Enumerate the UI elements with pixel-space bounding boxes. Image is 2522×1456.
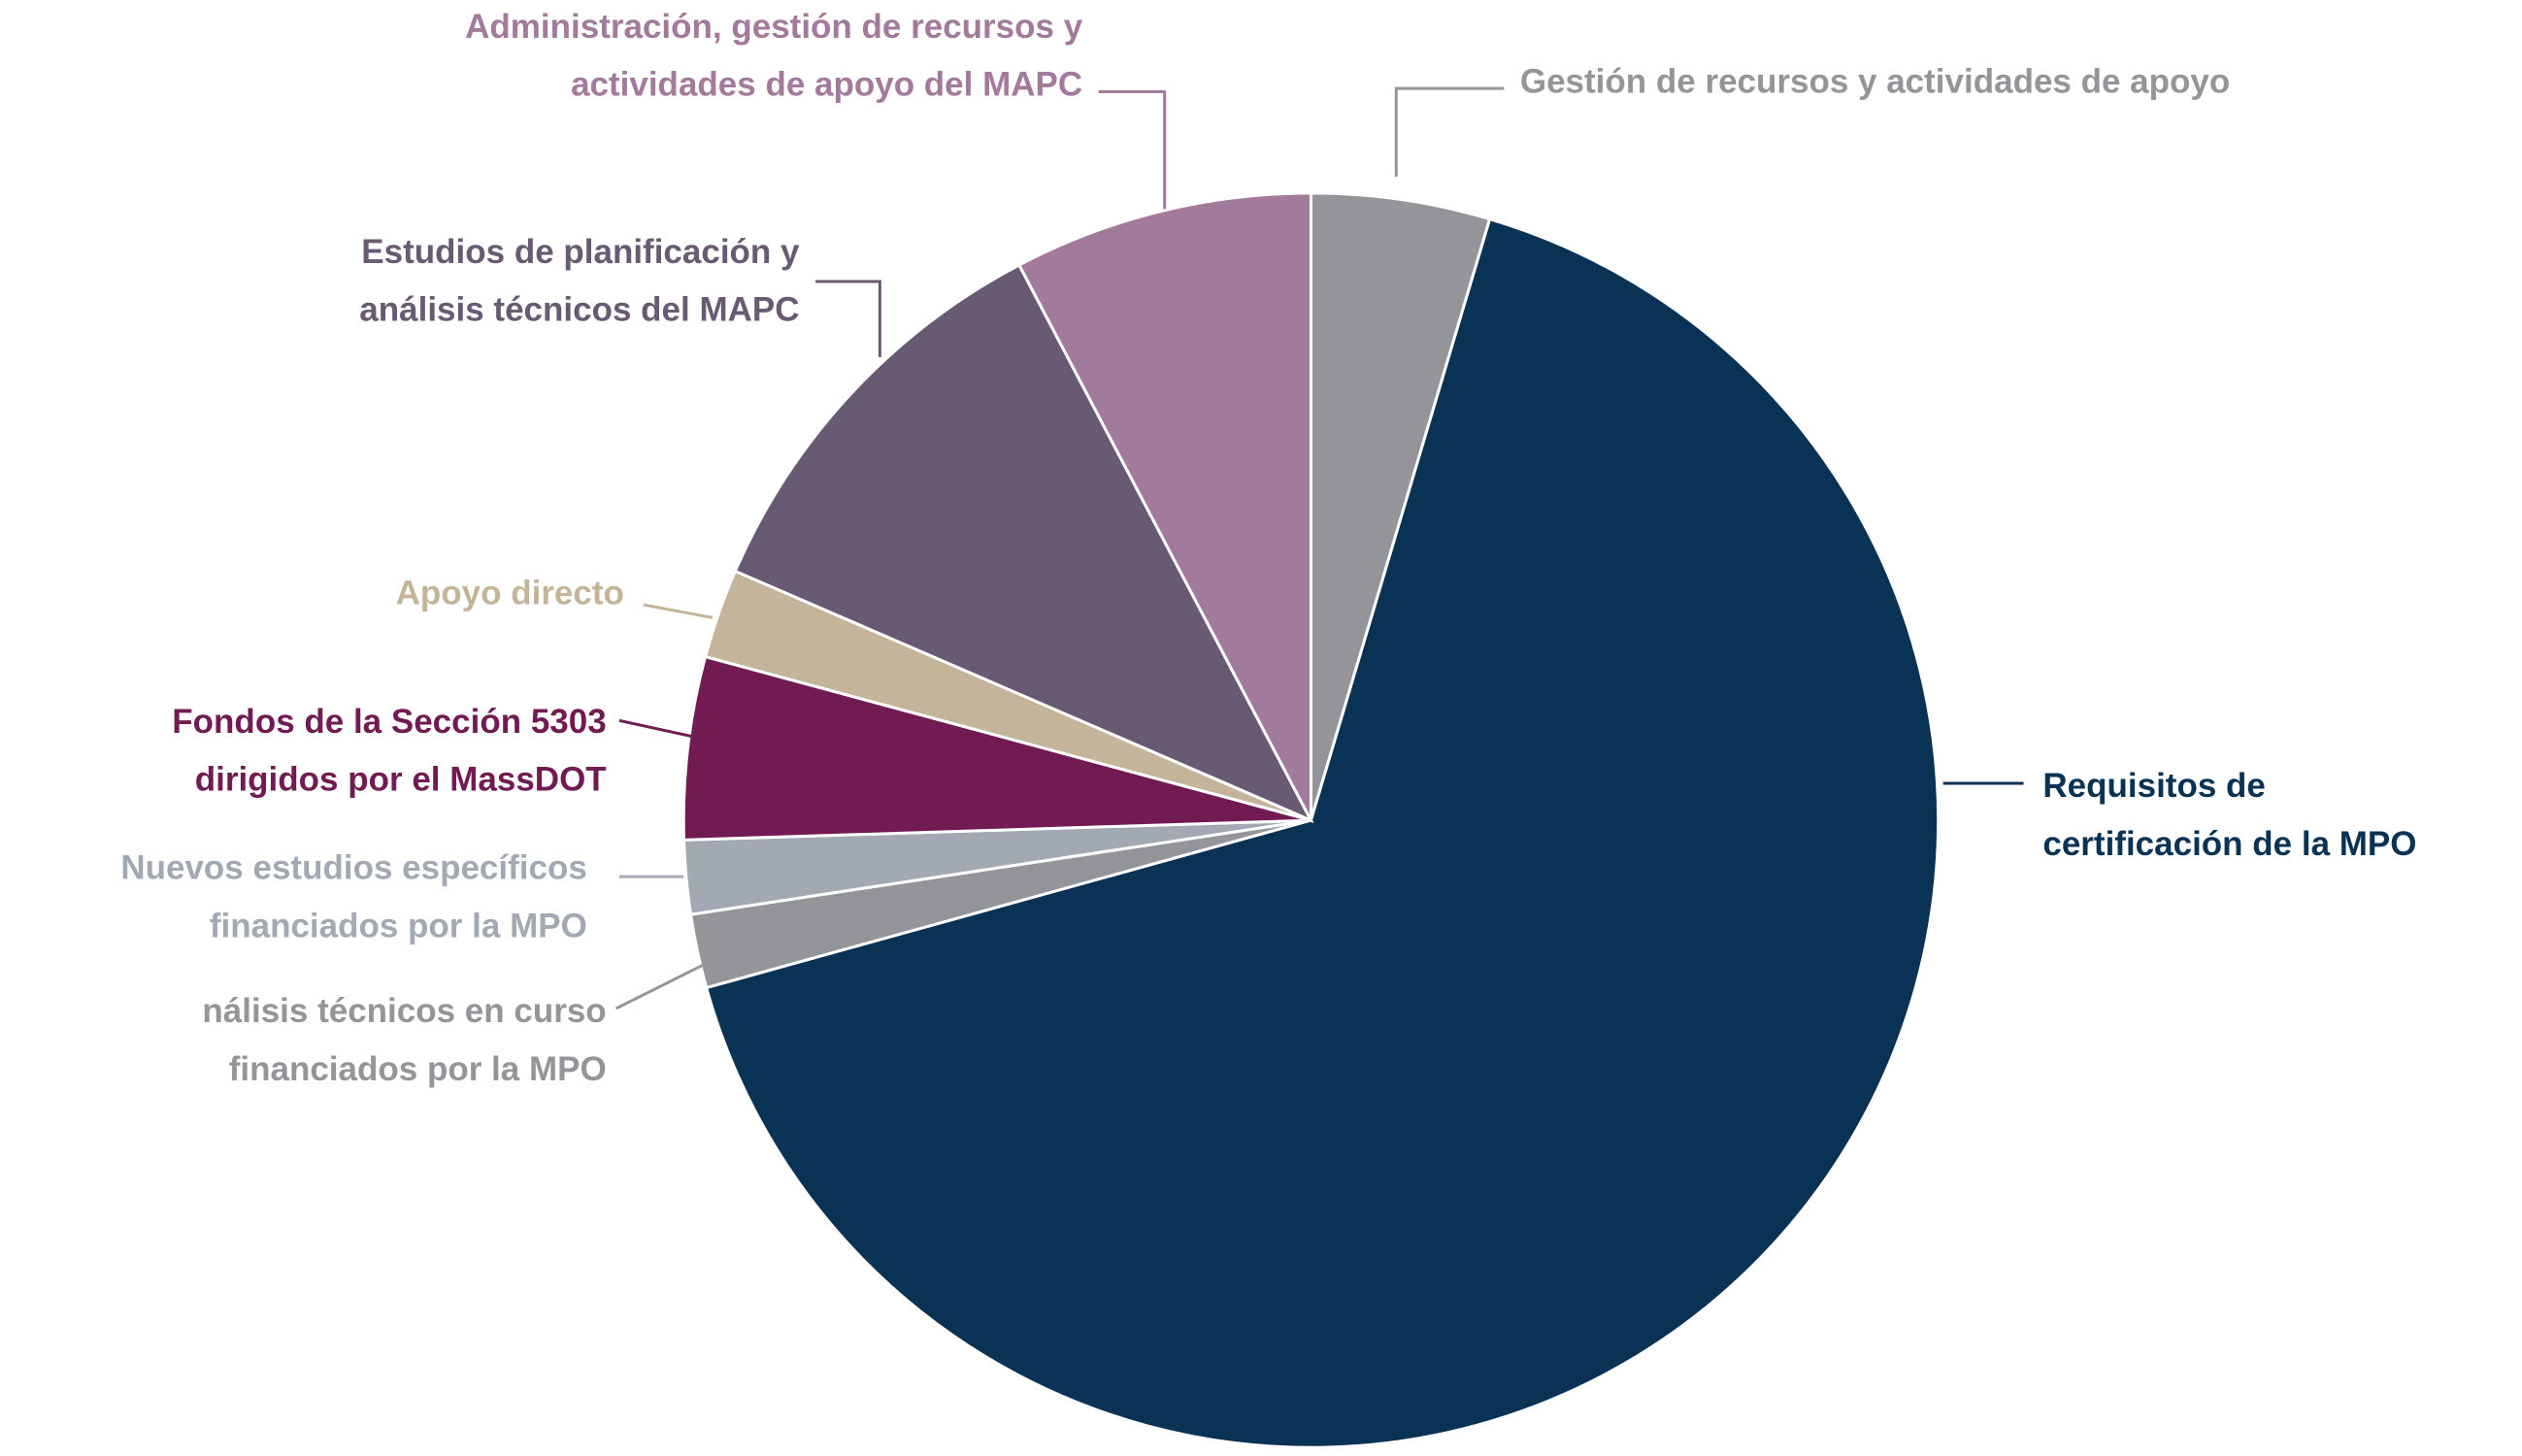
slice-label: actividades de apoyo del MAPC bbox=[571, 66, 1082, 104]
slice-label: financiados por la MPO bbox=[229, 1050, 607, 1088]
leader-line bbox=[614, 963, 704, 1010]
pie-slice bbox=[681, 654, 1311, 842]
slice-label: dirigidos por el MassDOT bbox=[195, 761, 607, 799]
slice-label: financiados por la MPO bbox=[210, 907, 587, 944]
leader-line bbox=[1394, 86, 1505, 178]
slice-label: Nuevos estudios específicos bbox=[120, 849, 586, 887]
slice-label: Fondos de la Sección 5303 bbox=[172, 703, 606, 741]
slice-label: análisis técnicos del MAPC bbox=[359, 291, 799, 329]
slice-label: Requisitos de bbox=[2042, 767, 2265, 805]
slice-label: certificación de la MPO bbox=[2042, 825, 2416, 863]
slice-label: Estudios de planificación y bbox=[361, 233, 800, 271]
leader-line bbox=[618, 718, 694, 739]
slice-label: Administración, gestión de recursos y bbox=[465, 8, 1083, 46]
slice-label: Gestión de recursos y actividades de apo… bbox=[1520, 62, 2230, 100]
slice-label: nálisis técnicos en curso bbox=[202, 992, 606, 1030]
pie-slice bbox=[733, 262, 1314, 824]
leader-line bbox=[1098, 89, 1167, 210]
leader-line bbox=[815, 280, 881, 357]
pie-slice bbox=[704, 216, 1941, 1449]
leader-line bbox=[643, 603, 713, 619]
pie-slice bbox=[1016, 191, 1312, 821]
pie-slice bbox=[1309, 191, 1492, 821]
slice-label: Apoyo directo bbox=[396, 574, 624, 612]
